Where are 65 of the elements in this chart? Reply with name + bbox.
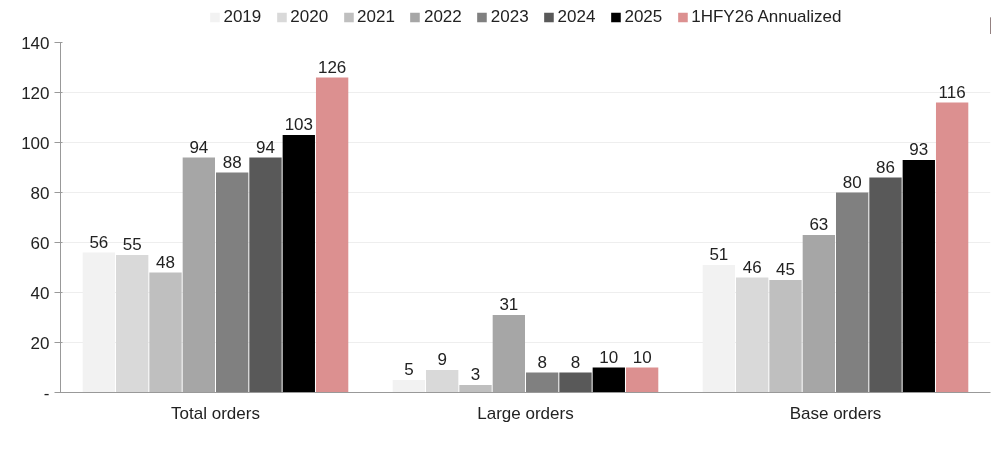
legend-label: 2019 [223,7,262,27]
y-tick-label: - [43,383,50,403]
legend-label: 2022 [423,7,462,27]
data-label: 126 [317,57,347,77]
bar [625,367,659,393]
legend-label: 1HFY26 Annualized [691,7,842,27]
legend-label: 2023 [490,7,529,27]
y-tick-label: 120 [21,83,50,103]
data-label: 45 [776,260,795,279]
data-label: 88 [222,152,242,172]
data-label: 5 [404,360,414,379]
bar [426,370,459,393]
data-label: 116 [938,82,966,102]
bar [935,102,969,393]
data-label: 56 [89,232,109,252]
bar [902,160,935,393]
bar [526,372,559,393]
data-label: 94 [256,137,275,157]
bar [182,157,215,393]
data-label: 8 [537,352,547,372]
bar [459,385,492,393]
y-tick-label: 20 [30,333,50,353]
legend-label: 2021 [357,7,395,27]
x-tick-label: Total orders [171,403,260,423]
bar [769,280,802,393]
data-label: 10 [632,347,652,367]
bar [592,367,625,393]
data-label: 55 [122,235,142,254]
y-tick-label: 40 [30,283,50,303]
data-label: 10 [599,347,619,367]
bar [869,177,902,393]
bar [149,272,182,393]
bar [216,172,249,393]
data-label: 8 [570,352,581,372]
data-label: 94 [189,137,209,157]
x-tick-label: Base orders [789,403,882,423]
bar [492,315,525,393]
data-label: 51 [709,245,729,264]
bar [282,135,315,393]
data-label: 48 [156,252,175,272]
data-label: 80 [842,172,862,192]
legend-label: 2020 [290,7,329,27]
data-label: 3 [470,365,481,384]
bar [836,192,869,393]
bar [315,77,349,393]
data-label: 63 [809,215,829,234]
data-label: 31 [499,295,519,314]
x-tick-label: Large orders [477,403,574,423]
data-label: 46 [742,257,762,277]
bar [736,277,769,393]
bar [802,235,835,393]
y-tick-label: 100 [21,133,50,153]
y-tick-label: 140 [21,33,50,53]
bar [249,157,282,393]
data-label: 93 [909,140,929,159]
legend-label: 2024 [557,7,596,27]
y-tick-label: 80 [30,183,50,203]
data-label: 9 [437,350,447,369]
data-label: 86 [876,157,895,177]
y-tick-label: 60 [30,233,50,253]
bar [392,380,426,393]
bar [116,255,149,393]
data-label: 103 [284,115,314,134]
bar [559,372,592,393]
legend-label: 2025 [624,7,663,27]
